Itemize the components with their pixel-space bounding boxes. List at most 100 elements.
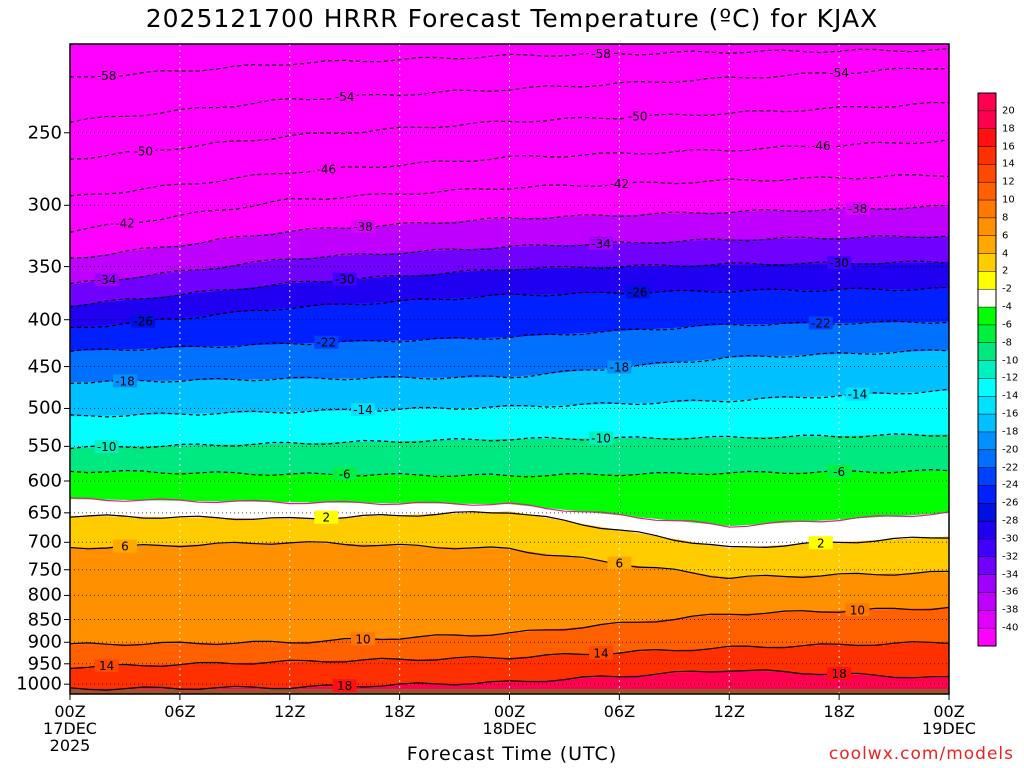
chart-title: 2025121700 HRRR Forecast Temperature (ºC… [145,4,879,33]
colorbar-label: 18 [1002,123,1015,135]
colorbar-label: 12 [1002,176,1015,188]
colorbar-swatch [978,378,996,397]
colorbar-swatch [978,485,996,504]
contour-label-bg [607,556,632,570]
x-tick-label: 18Z [823,702,855,721]
colorbar-label: -32 [1002,551,1019,563]
colorbar-swatch [978,110,996,130]
temperature-band [70,499,949,548]
contour-label: 10 [850,603,865,617]
contour-label: 2 [817,536,825,550]
colorbar-label: 6 [1002,230,1009,242]
x-tick-label: 12Z [713,702,745,721]
colorbar-label: -20 [1002,444,1019,456]
colorbar-swatch [978,128,996,148]
contour-label: -46 [811,139,831,153]
temperature-band [70,288,949,352]
contour-label-bg [94,659,119,673]
colorbar-label: -30 [1002,533,1019,545]
contour-label-bg [94,68,119,82]
contour-line [70,349,949,384]
y-tick-label: 250 [27,122,62,144]
contour-label-bg [607,360,632,374]
contour-label: 18 [831,667,846,681]
colorbar-swatch [978,271,996,290]
contour-label-bg [314,510,339,524]
contour-label-bg [314,162,339,176]
contour-label-bg [845,201,870,215]
temperature-band [70,140,949,231]
contour-label-bg [808,316,833,330]
colorbar-frame [977,92,997,647]
colorbar-label: -8 [1002,337,1012,349]
colorbar-label: -10 [1002,355,1019,367]
y-tick-label: 400 [27,309,62,331]
contour-label: -34 [97,273,117,287]
x-tick-label: 00Z 19DEC [922,702,976,738]
contour-label: -10 [97,440,117,454]
contour-label: -22 [811,316,831,330]
contour-line [70,286,949,329]
colorbar-swatch [978,217,996,237]
contour-label: -18 [115,374,135,388]
contour-line [70,47,949,78]
contour-label: -42 [115,216,135,230]
x-tick-label: 18Z [383,702,416,721]
colorbar-label: 4 [1002,248,1009,260]
credit-text: coolwx.com/models [828,744,1014,764]
colorbar-label: 16 [1002,141,1015,153]
colorbar-label: -12 [1002,372,1019,384]
contour-label-bg [314,335,339,349]
contour-label-bg [827,256,852,270]
colorbar-swatch [978,556,996,576]
temperature-band [70,67,949,159]
contour-label-bg [589,236,614,250]
contour-label: 6 [616,557,624,571]
colorbar-swatch [978,431,996,451]
contour-label: 14 [99,659,114,673]
y-tick-label: 750 [27,559,62,581]
colorbar-swatch [978,610,996,629]
colorbar-swatch [978,182,996,201]
contour-label-bg [351,219,375,233]
x-tick-label: 06Z [164,702,196,721]
contour-label-bg [589,431,614,445]
contour-label-bg [112,374,137,388]
colorbar-label: -26 [1002,497,1019,509]
contour-label-bg [94,273,119,287]
colorbar-swatch [978,592,996,611]
contour-label-bg [351,632,375,646]
contour-label: -42 [610,177,630,191]
contour-line [70,67,949,123]
temperature-band [70,607,949,668]
ground-strip [70,688,949,694]
colorbar-label: -34 [1002,569,1019,581]
contour-label: -14 [848,388,868,402]
contour-label: 18 [337,679,352,693]
contour-line [70,669,949,691]
colorbar-swatch [978,628,996,647]
contour-label: -58 [97,69,117,83]
contour-line [70,235,949,285]
y-tick-label: 700 [27,531,62,553]
x-tick-label: 12Z [274,702,306,721]
contour-label-bg [332,272,357,286]
x-axis-label: Forecast Time (UTC) [406,743,618,765]
x-tick-label: 00Z 18DEC [482,702,537,738]
contour-line [70,497,949,528]
contour-label: -50 [133,144,153,158]
colorbar-swatch [978,396,996,415]
contour-label: -54 [335,90,355,104]
temperature-band [70,642,949,689]
contour-label-bg [94,440,119,454]
colorbar-swatch [978,449,996,469]
contour-line [70,173,949,233]
colorbar-label: 14 [1002,158,1015,170]
y-tick-label: 1000 [16,673,62,695]
temperature-band [70,235,949,306]
colorbar-label: -2 [1002,283,1012,295]
colorbar-label: 2 [1002,265,1009,277]
contour-label-bg [332,89,357,103]
contour-label-bg [332,679,357,693]
